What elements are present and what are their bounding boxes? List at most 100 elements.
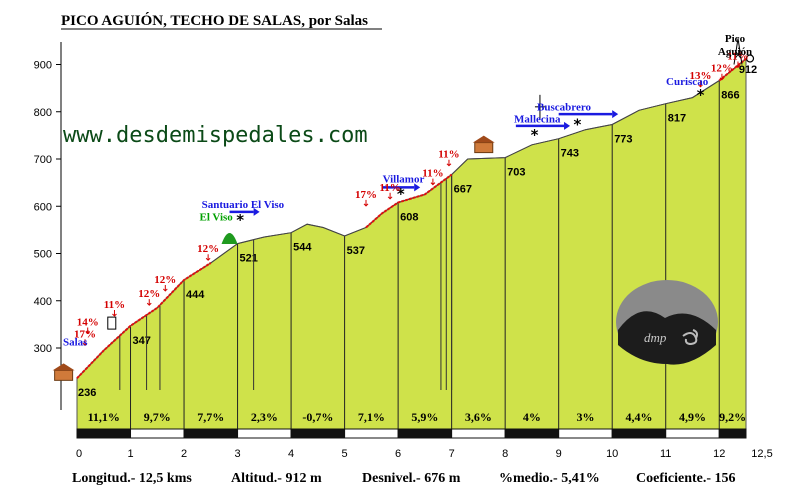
summit-label-line2: Aguión (718, 46, 752, 58)
km-band-segment (237, 428, 292, 439)
altitude-label: 703 (507, 167, 525, 179)
segment-gradient-label: 9,2% (719, 410, 746, 424)
km-band-segment (451, 428, 506, 439)
gradient-arrow-icon (146, 299, 152, 306)
altitude-label: 537 (347, 245, 365, 257)
x-tick-label: 12 (713, 448, 725, 460)
gradient-arrow-icon (162, 284, 168, 292)
place-label: Villamor (383, 174, 425, 186)
x-tick-label: 9 (556, 448, 562, 460)
summit-mark-icon (745, 54, 755, 63)
peak-gradient-label: 12% (197, 243, 219, 255)
altitude-label: 667 (454, 184, 472, 196)
kilometre-lines: 236 347 444 521 544 537 608 667 703 743 773 817 866 9… (78, 64, 757, 430)
footer: Longitud.- 12,5 kms Altitud.- 912 m Desn… (72, 471, 736, 486)
chart-title: PICO AGUIÓN, TECHO DE SALAS, por Salas (61, 12, 368, 29)
km-band-segment (290, 428, 346, 439)
x-tick-label: 7 (449, 448, 455, 460)
summit-label-line1: Pico (725, 33, 746, 45)
gradient-arrow-icon (85, 327, 91, 335)
altitude-label: 817 (668, 113, 686, 125)
km-band-segment (611, 428, 667, 439)
km-band-segment (76, 428, 132, 439)
segment-gradient-label: 3% (576, 410, 594, 424)
direction-arrow-icon (414, 183, 421, 192)
peak-gradient-label: 12% (154, 274, 176, 286)
altitude-label: 544 (293, 242, 312, 254)
segment-gradient-label: 9,7% (144, 410, 171, 424)
decoration-layer: * * * * * (52, 38, 755, 381)
footer-gain: Desnivel.- 676 m (362, 471, 461, 486)
y-tick-label: 300 (34, 343, 52, 355)
peak-gradient-label: 12% (711, 63, 733, 75)
hermitage-icon (107, 316, 117, 330)
church-icon-roof (52, 363, 75, 371)
steep-section-line (76, 262, 212, 379)
logo-swirl-icon (682, 329, 698, 346)
segment-gradient-label: -0,7% (302, 410, 333, 424)
x-tick-label: 0 (76, 448, 82, 460)
x-tick-label: 4 (288, 448, 294, 460)
gradient-arrow-icon (205, 254, 211, 261)
pass-marker-icon: * (697, 86, 705, 104)
gradient-arrow-icon (82, 339, 88, 346)
peak-gradient-label: 14% (77, 316, 99, 328)
y-axis: 300 400 500 600 700 800 900 (34, 42, 62, 410)
place-label: El Viso (199, 211, 233, 223)
x-tick-label: 6 (395, 448, 401, 460)
segment-gradient-label: 5,9% (411, 410, 438, 424)
peak-gradient-label: 11% (104, 299, 125, 311)
place-label: Santuario El Viso (202, 199, 285, 211)
y-tick-label: 400 (34, 296, 52, 308)
altitude-label: 866 (721, 90, 739, 102)
altitude-label: 521 (240, 253, 258, 265)
gradient-arrow-icon (430, 178, 436, 186)
place-label: Buscabrero (537, 101, 591, 113)
place-label: Salas (63, 337, 88, 349)
altitude-label: 743 (561, 148, 579, 160)
x-tick-label: 8 (502, 448, 508, 460)
km-band-segment (558, 428, 613, 439)
peak-gradient-label: 11% (422, 168, 443, 180)
peak-gradient-label: 11% (379, 182, 400, 194)
gradient-arrow-icon (698, 80, 703, 88)
km-band-segment (504, 428, 560, 439)
segment-gradient-label: 4,9% (679, 410, 706, 424)
place-label: Mallecina (514, 114, 561, 126)
segment-gradient-label: 2,3% (251, 410, 278, 424)
website-watermark: www.desdemispedales.com (63, 123, 368, 148)
peak-gradient-label: 11% (727, 50, 748, 62)
km-band-segment (718, 428, 747, 439)
place-label: Curiscao (666, 76, 709, 88)
peak-gradient-label: 17% (74, 328, 96, 340)
direction-arrow-icon (612, 110, 619, 119)
altitude-label: 236 (78, 387, 96, 399)
x-tick-label: 2 (181, 448, 187, 460)
altitude-label: 347 (133, 335, 151, 347)
footer-altitude: Altitud.- 912 m (231, 471, 322, 486)
km-band-segment (397, 428, 453, 439)
x-tick-label: 5 (342, 448, 348, 460)
altitude-label: 773 (614, 134, 632, 146)
x-tick-label: 10 (606, 448, 618, 460)
segment-gradient-label: 7,1% (358, 410, 385, 424)
peak-gradient-label: 17% (355, 189, 377, 201)
x-tick-label: 1 (127, 448, 133, 460)
x-tick-label: 3 (234, 448, 240, 460)
km-band (76, 428, 747, 439)
chapel-icon-roof (472, 135, 495, 143)
gradient-arrow-icon (719, 73, 725, 81)
footer-length: Longitud.- 12,5 kms (72, 471, 192, 486)
gradient-arrow-icon (446, 159, 452, 167)
x-axis: 0 1 2 3 4 5 6 7 8 9 10 11 12 12,5 (76, 448, 773, 460)
direction-arrow-icon (253, 207, 260, 216)
segment-gradient-label: 3,6% (465, 410, 492, 424)
direction-arrow-icon (564, 121, 571, 130)
peak-gradient-label: 13% (690, 70, 712, 82)
logo-text: dmp (644, 330, 667, 345)
pass-marker-icon: * (397, 185, 405, 203)
tree-icon (221, 233, 238, 245)
segment-gradient-label: 11,1% (88, 410, 120, 424)
